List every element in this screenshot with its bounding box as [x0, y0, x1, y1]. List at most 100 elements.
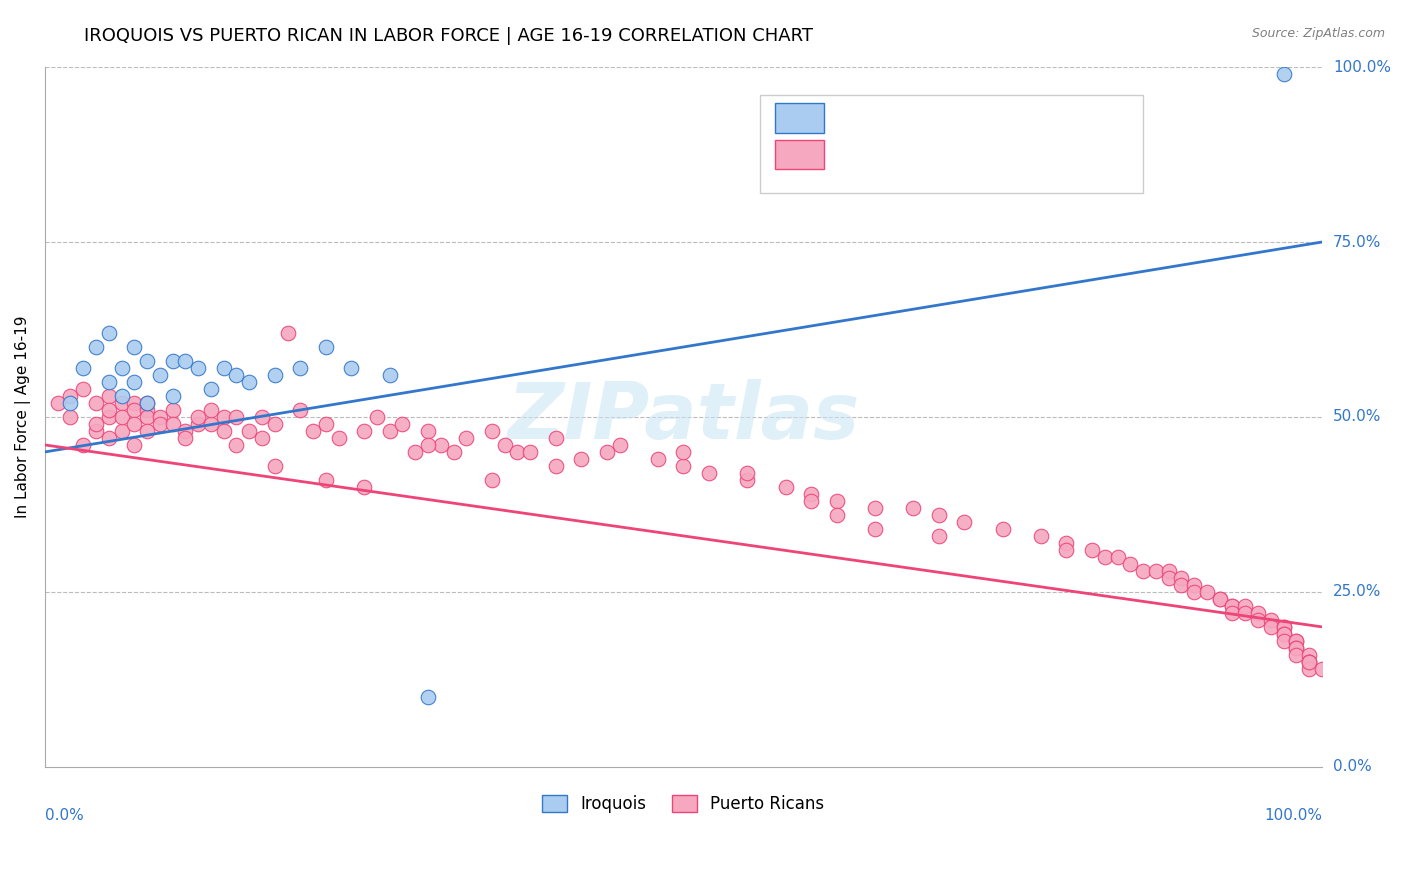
Point — [110, 389, 132, 403]
Point — [519, 445, 541, 459]
Point — [863, 522, 886, 536]
Point — [136, 354, 159, 368]
Point — [735, 473, 758, 487]
Legend: Iroquois, Puerto Ricans: Iroquois, Puerto Ricans — [534, 787, 832, 822]
Point — [544, 431, 567, 445]
Point — [315, 417, 337, 431]
Point — [596, 445, 619, 459]
Text: IROQUOIS VS PUERTO RICAN IN LABOR FORCE | AGE 16-19 CORRELATION CHART: IROQUOIS VS PUERTO RICAN IN LABOR FORCE … — [84, 27, 813, 45]
Point — [212, 424, 235, 438]
Point — [136, 396, 159, 410]
Point — [404, 445, 426, 459]
Point — [124, 340, 146, 354]
Point — [1285, 648, 1308, 662]
Text: 0.0%: 0.0% — [45, 808, 83, 823]
Point — [481, 473, 503, 487]
Point — [1222, 599, 1244, 613]
Point — [263, 368, 285, 382]
Point — [1081, 542, 1104, 557]
Point — [200, 382, 222, 396]
Point — [149, 417, 172, 431]
Point — [366, 409, 388, 424]
Point — [1260, 620, 1282, 634]
Point — [136, 424, 159, 438]
Point — [250, 431, 273, 445]
Point — [302, 424, 325, 438]
Point — [1298, 662, 1320, 676]
Point — [1298, 655, 1320, 669]
Point — [97, 375, 120, 389]
Point — [290, 403, 312, 417]
Text: Source: ZipAtlas.com: Source: ZipAtlas.com — [1251, 27, 1385, 40]
Point — [697, 466, 720, 480]
Point — [1182, 578, 1205, 592]
Point — [928, 529, 950, 543]
Point — [174, 431, 197, 445]
Point — [187, 409, 209, 424]
Point — [1272, 627, 1295, 641]
Point — [1195, 585, 1218, 599]
Point — [1272, 67, 1295, 81]
Point — [174, 354, 197, 368]
Point — [378, 368, 401, 382]
Point — [672, 458, 695, 473]
Point — [110, 409, 132, 424]
Point — [1285, 640, 1308, 655]
Point — [315, 340, 337, 354]
Point — [72, 438, 94, 452]
Point — [800, 494, 823, 508]
Point — [953, 515, 976, 529]
Point — [1310, 662, 1333, 676]
Point — [250, 409, 273, 424]
Point — [340, 361, 363, 376]
Point — [136, 403, 159, 417]
Point — [416, 690, 439, 704]
Point — [328, 431, 350, 445]
Point — [735, 466, 758, 480]
Point — [775, 480, 797, 494]
Point — [162, 403, 184, 417]
Point — [124, 438, 146, 452]
Point — [238, 375, 260, 389]
Point — [238, 424, 260, 438]
Point — [825, 494, 848, 508]
Point — [494, 438, 516, 452]
FancyBboxPatch shape — [775, 103, 824, 133]
Text: 100.0%: 100.0% — [1333, 60, 1391, 75]
Point — [672, 445, 695, 459]
Point — [162, 389, 184, 403]
Point — [1298, 655, 1320, 669]
Point — [544, 458, 567, 473]
Point — [110, 361, 132, 376]
Point — [353, 480, 375, 494]
Point — [1285, 633, 1308, 648]
Point — [225, 409, 247, 424]
Text: ZIPatlas: ZIPatlas — [508, 379, 859, 455]
Point — [290, 361, 312, 376]
Point — [1107, 549, 1129, 564]
Point — [46, 396, 69, 410]
Point — [72, 382, 94, 396]
Point — [1157, 571, 1180, 585]
Point — [1170, 578, 1192, 592]
Point — [59, 396, 82, 410]
FancyBboxPatch shape — [761, 95, 1143, 193]
Point — [609, 438, 631, 452]
Point — [416, 438, 439, 452]
Point — [1234, 606, 1257, 620]
Point — [1272, 620, 1295, 634]
Point — [569, 452, 592, 467]
Point — [97, 326, 120, 340]
Point — [84, 340, 107, 354]
Point — [110, 424, 132, 438]
Point — [1094, 549, 1116, 564]
Point — [97, 431, 120, 445]
Point — [1272, 633, 1295, 648]
Point — [1285, 633, 1308, 648]
Point — [263, 417, 285, 431]
Point — [506, 445, 529, 459]
Text: R =  0.218   N =  32: R = 0.218 N = 32 — [839, 111, 1005, 126]
Point — [1209, 591, 1232, 606]
Point — [1298, 648, 1320, 662]
Point — [84, 417, 107, 431]
